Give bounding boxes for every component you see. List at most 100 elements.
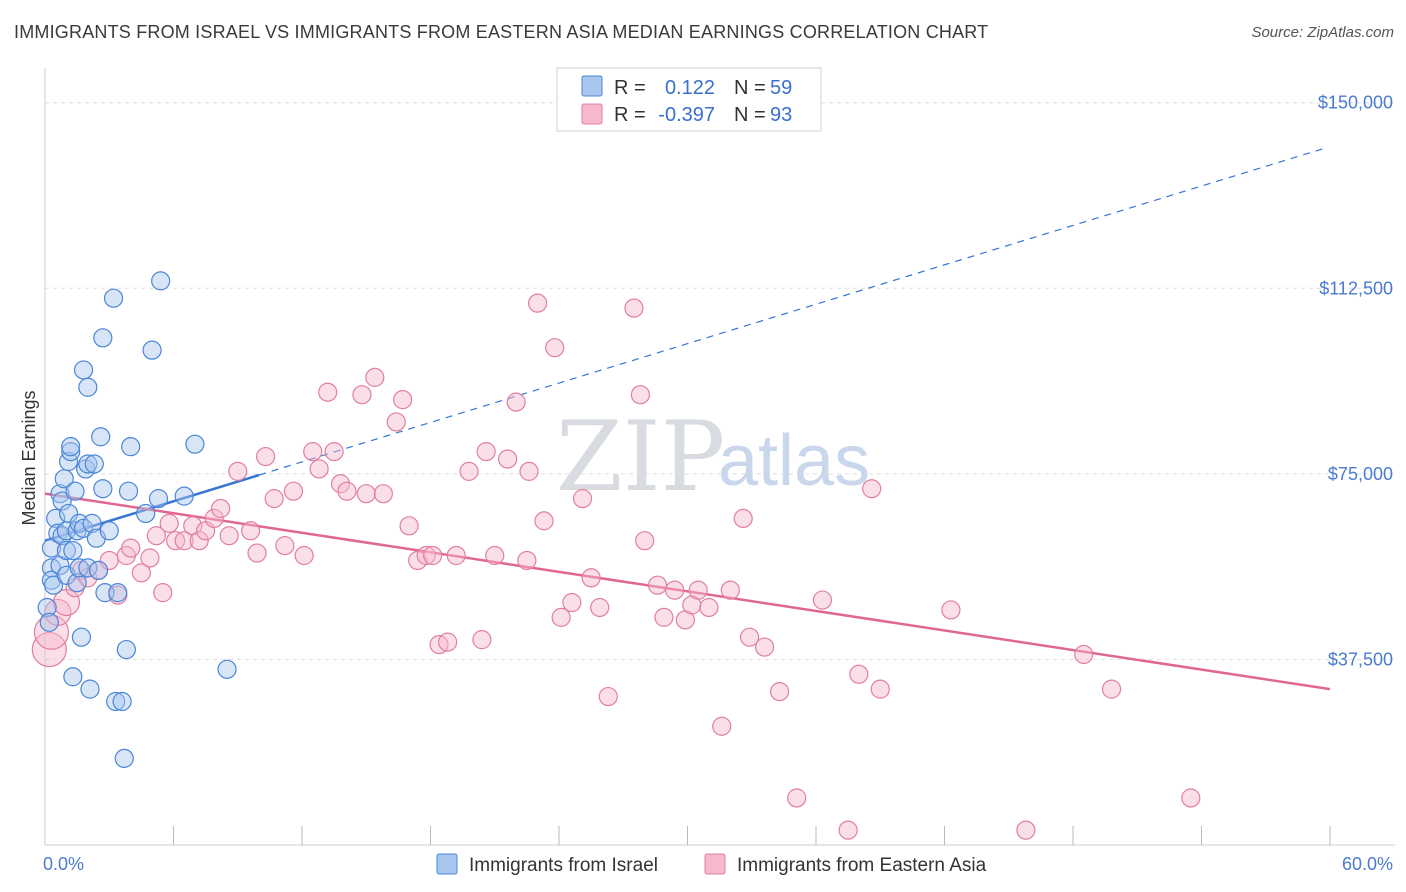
legend-n-label-israel: N =	[734, 77, 766, 99]
asia-point-88	[849, 664, 869, 684]
asia-point-26	[241, 521, 261, 541]
asia-point-78	[699, 597, 719, 618]
asia-point-25	[228, 461, 248, 481]
israel-point-38	[88, 560, 109, 580]
asia-point-60	[527, 293, 548, 313]
legend-n-value-israel: 59	[770, 77, 792, 99]
israel-trend-dashed	[258, 146, 1329, 476]
asia-point-44	[393, 390, 413, 410]
asia-point-63	[551, 607, 571, 627]
asia-point-87	[838, 820, 858, 840]
series-israel-points	[37, 271, 237, 769]
israel-point-31	[78, 454, 98, 474]
israel-point-53	[142, 340, 162, 360]
watermark-atlas: atlas	[718, 421, 870, 501]
asia-point-61	[534, 511, 554, 531]
asia-point-22	[204, 508, 224, 529]
asia-point-82	[740, 627, 760, 647]
asia-point-15	[153, 583, 173, 603]
grid-lines	[45, 102, 1395, 660]
asia-point-11	[121, 538, 141, 558]
asia-point-65	[572, 489, 593, 509]
asia-point-71	[635, 531, 655, 551]
bottom-legend-swatch-asia	[704, 853, 726, 875]
asia-point-89	[862, 479, 882, 499]
israel-point-40	[93, 479, 113, 499]
asia-point-86	[812, 590, 833, 610]
asia-point-67	[590, 597, 610, 618]
israel-point-19	[61, 437, 81, 457]
asia-point-32	[294, 545, 314, 566]
israel-point-21	[63, 667, 83, 687]
asia-point-33	[303, 442, 323, 462]
legend-n-value-asia: 93	[770, 104, 792, 126]
y-tick-label-2: $112,500	[1319, 278, 1393, 298]
asia-point-79	[712, 716, 732, 736]
asia-point-29	[264, 489, 284, 509]
asia-point-37	[330, 474, 351, 494]
asia-point-38	[337, 481, 357, 501]
asia-point-56	[498, 449, 518, 469]
asia-point-18	[174, 531, 194, 551]
israel-point-22	[65, 481, 85, 501]
asia-point-83	[754, 637, 775, 657]
asia-point-45	[399, 516, 419, 536]
asia-point-62	[545, 338, 565, 358]
israel-point-18	[61, 442, 81, 462]
israel-point-36	[84, 454, 104, 474]
asia-point-54	[476, 442, 496, 462]
asia-point-31	[283, 481, 304, 501]
legend-r-value-asia: -0.397	[658, 104, 715, 126]
legend-swatch-israel	[581, 75, 603, 97]
asia-point-14	[146, 526, 166, 546]
y-axis-label: Median Earnings	[19, 390, 39, 525]
asia-point-92	[1016, 820, 1036, 840]
legend-swatch-asia	[581, 103, 603, 125]
israel-point-0	[37, 597, 57, 618]
legend-box: R = 0.122 N = 59 R = -0.397 N = 93	[556, 67, 822, 132]
israel-point-35	[82, 513, 102, 533]
asia-point-74	[665, 580, 685, 600]
bottom-legend-label-asia: Immigrants from Eastern Asia	[737, 855, 987, 876]
asia-point-47	[416, 545, 436, 566]
israel-point-23	[67, 573, 87, 593]
asia-point-57	[506, 392, 526, 412]
israel-point-27	[71, 627, 92, 647]
asia-point-80	[720, 580, 740, 600]
israel-point-34	[80, 679, 100, 699]
asia-point-42	[373, 484, 393, 504]
x-tick-label-0: 0.0%	[43, 854, 84, 874]
israel-point-58	[217, 659, 237, 679]
israel-point-1	[39, 612, 59, 632]
israel-point-47	[112, 691, 132, 712]
israel-point-56	[174, 486, 194, 506]
asia-point-69	[624, 298, 644, 318]
israel-point-44	[103, 288, 124, 308]
asia-point-93	[1074, 644, 1094, 665]
legend-n-label-asia: N =	[734, 104, 766, 126]
israel-point-20	[63, 540, 83, 561]
asia-point-53	[472, 630, 492, 650]
asia-point-48	[423, 545, 443, 566]
israel-point-6	[46, 508, 66, 529]
watermark-zip: ZIP	[556, 401, 725, 513]
asia-point-40	[356, 484, 376, 504]
asia-point-51	[446, 545, 466, 566]
axes	[44, 68, 1395, 846]
asia-point-23	[211, 498, 231, 519]
legend-r-label-israel: R =	[614, 77, 646, 99]
asia-point-30	[275, 536, 295, 556]
asia-point-68	[598, 686, 618, 707]
asia-point-13	[140, 548, 160, 568]
israel-point-13	[56, 540, 77, 561]
chart-source: Source: ZipAtlas.com	[1251, 24, 1394, 41]
asia-point-12	[131, 563, 151, 583]
x-tick-label-1: 60.0%	[1342, 854, 1393, 874]
israel-point-41	[93, 328, 113, 348]
israel-point-43	[99, 521, 119, 541]
asia-point-20	[189, 531, 209, 551]
israel-point-55	[151, 271, 171, 291]
asia-point-94	[1101, 679, 1122, 699]
asia-point-91	[941, 600, 961, 620]
